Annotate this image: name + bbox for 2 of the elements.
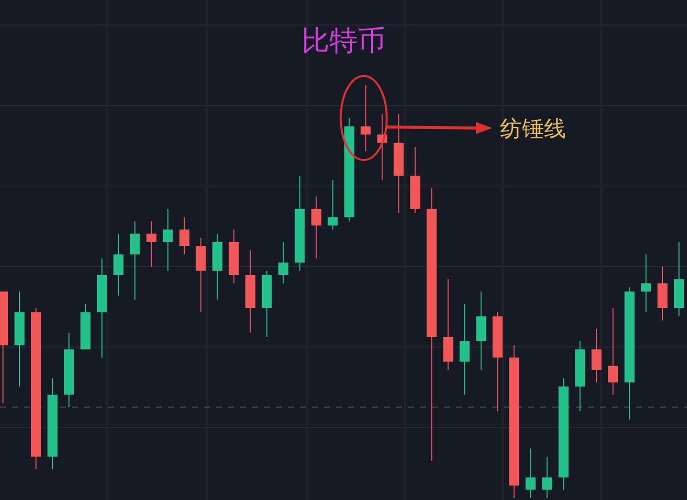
chart-title: 比特币 [302,24,386,57]
annotation: 纺锤线 [500,117,566,142]
